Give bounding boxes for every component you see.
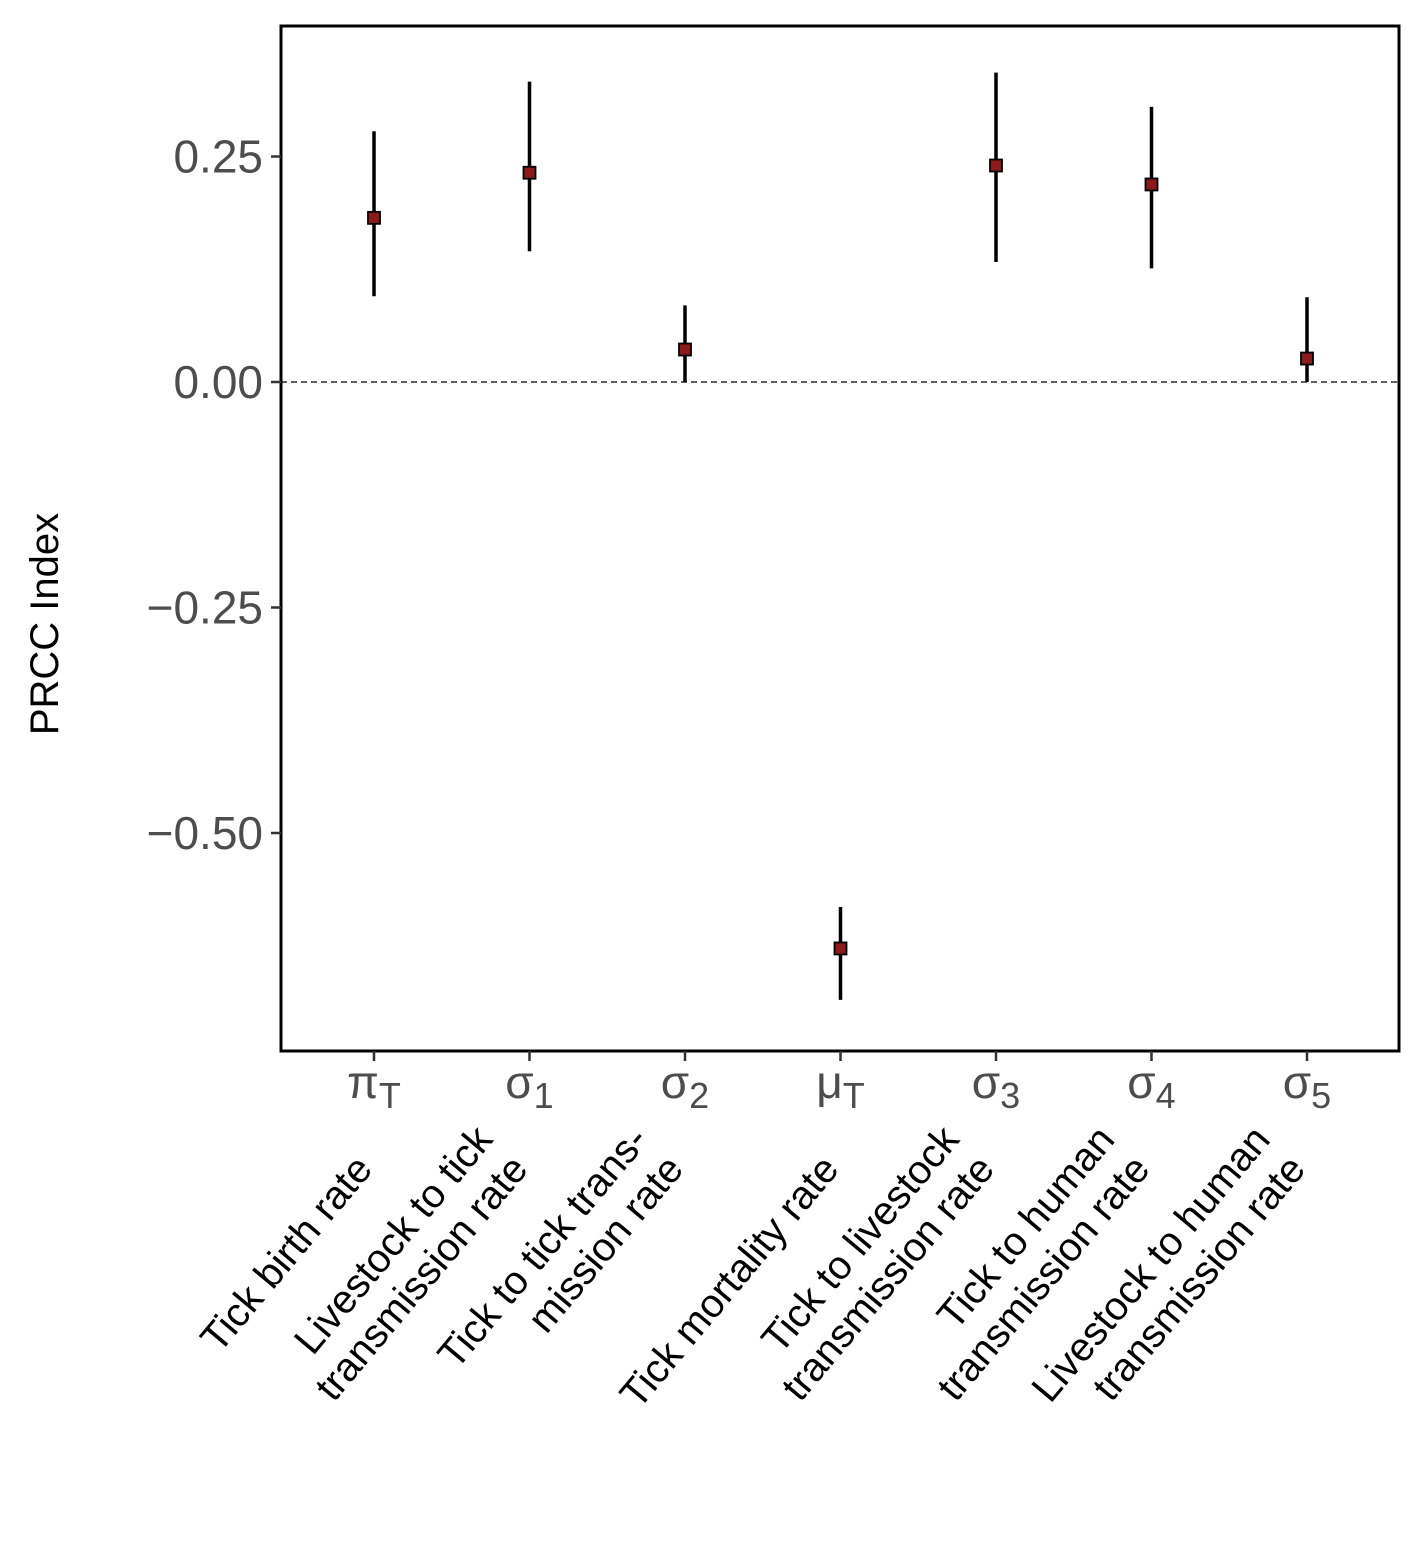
x-tick-label: σ4 [1127, 1056, 1175, 1116]
y-tick-label: 0.25 [173, 131, 263, 183]
x-tick-label: σ1 [505, 1056, 553, 1116]
data-point [989, 158, 1003, 173]
data-points [367, 158, 1314, 956]
x-tick-label: σ5 [1283, 1056, 1331, 1116]
data-point [522, 165, 537, 180]
data-point [1144, 177, 1159, 192]
parameter-description: Livestock to ticktransmission rate [272, 1117, 537, 1409]
y-tick-label: 0.00 [173, 356, 263, 408]
y-tick-label: −0.25 [147, 582, 263, 634]
plot-panel [279, 24, 1401, 1053]
x-axis-ticks: πT σ1 σ2 μT σ3 σ4 σ5 [347, 1051, 1331, 1116]
x-tick-label: μT [816, 1056, 865, 1116]
y-axis-ticks: 0.25 0.00 −0.25 −0.50 [147, 131, 281, 859]
data-point [367, 210, 381, 225]
x-tick-label: σ2 [661, 1056, 709, 1116]
data-point [678, 342, 692, 357]
y-axis-title: PRCC Index [23, 513, 67, 735]
x-tick-label: σ3 [972, 1056, 1020, 1116]
data-point [1300, 351, 1314, 366]
y-tick-label: −0.50 [147, 807, 263, 859]
x-tick-label: πT [347, 1056, 401, 1116]
data-point [833, 941, 848, 956]
